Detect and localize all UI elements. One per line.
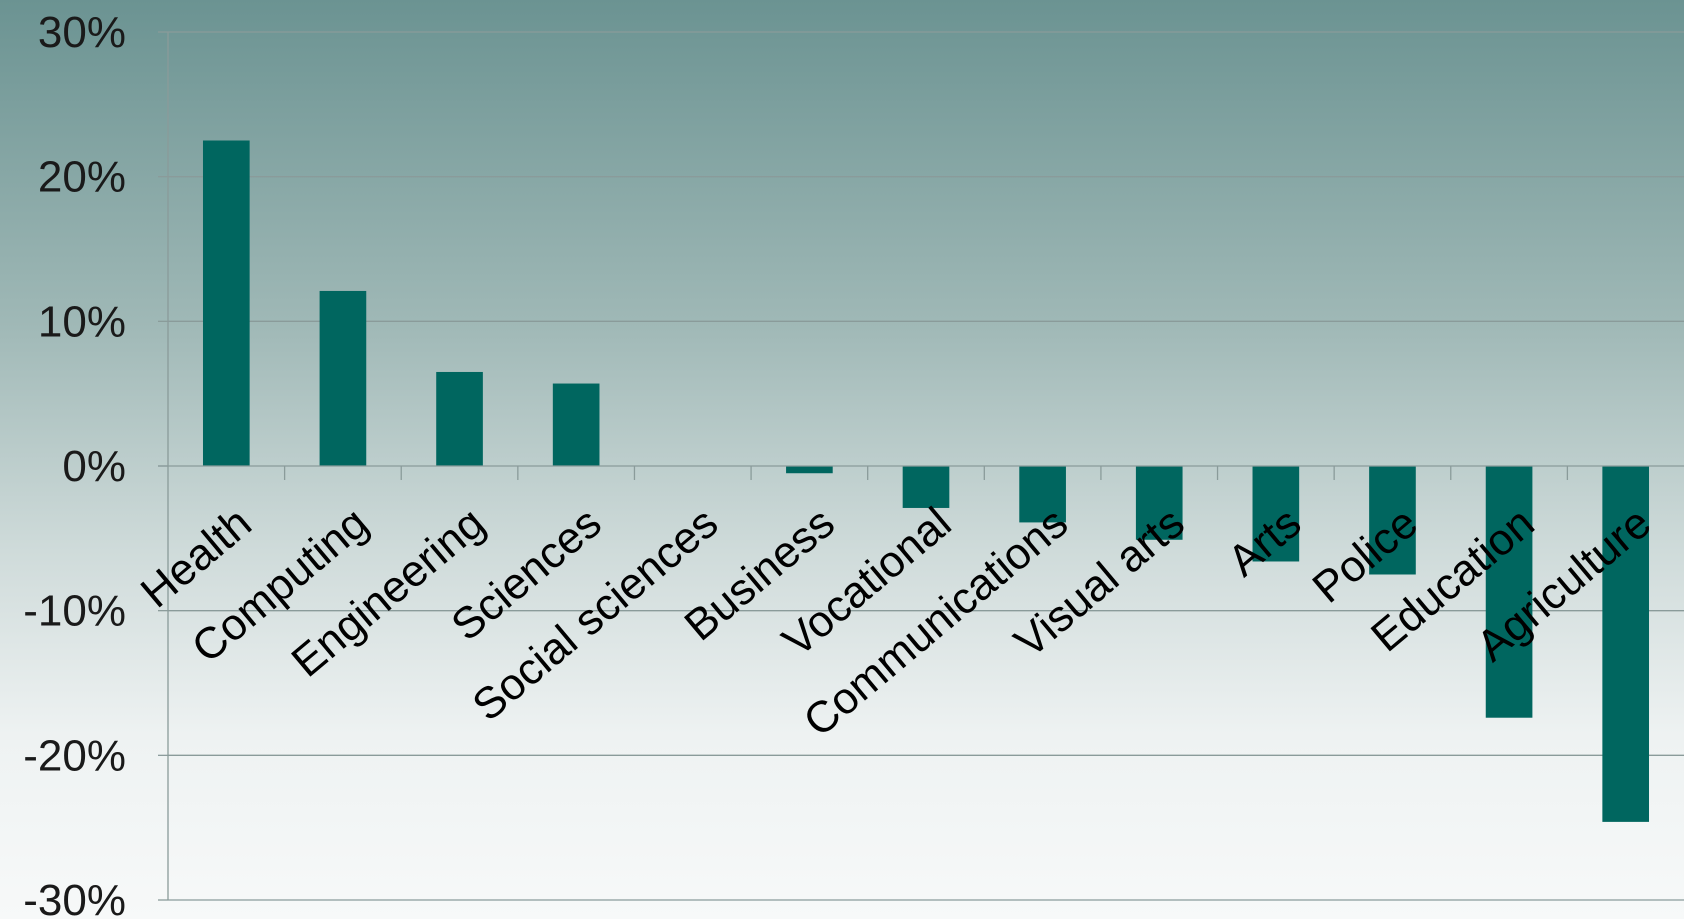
y-tick-labels: 30% 20% 10% 0% -10% -20% -30% xyxy=(23,8,126,919)
y-tick-label: 10% xyxy=(38,297,126,346)
bar xyxy=(319,290,367,466)
bar xyxy=(202,140,250,466)
y-tick-label: -10% xyxy=(23,587,126,636)
y-tick-label: -20% xyxy=(23,731,126,780)
bar xyxy=(1019,466,1066,523)
bar xyxy=(1252,466,1300,562)
gridlines xyxy=(168,31,1684,901)
bars xyxy=(202,140,1650,822)
bar xyxy=(1369,466,1416,575)
bar xyxy=(1485,466,1533,718)
bar xyxy=(1602,466,1650,822)
bar xyxy=(902,466,950,508)
bar xyxy=(436,371,483,466)
y-tick-label: -30% xyxy=(23,876,126,919)
y-tick-label: 20% xyxy=(38,153,126,202)
axes xyxy=(158,31,1684,901)
bar xyxy=(552,383,600,466)
bar xyxy=(1135,466,1183,540)
y-tick-label: 0% xyxy=(62,442,126,491)
bar xyxy=(786,466,833,474)
y-tick-label: 30% xyxy=(38,8,126,57)
category-labels: HealthComputingEngineeringSciencesSocial… xyxy=(132,498,1660,746)
